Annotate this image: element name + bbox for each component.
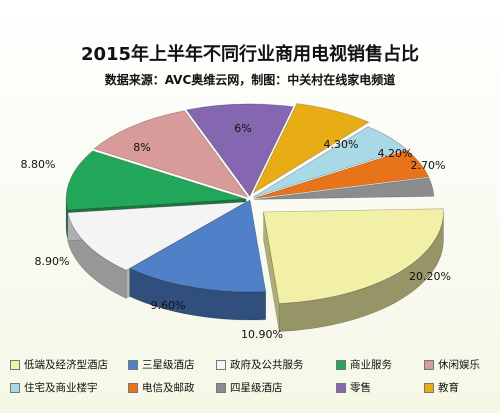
legend-label: 商业服务 bbox=[350, 359, 392, 371]
slice-label: 6% bbox=[234, 122, 251, 135]
pie-slice-10 bbox=[253, 177, 435, 200]
legend-swatch bbox=[424, 359, 434, 370]
legend-swatch bbox=[336, 359, 346, 370]
chart-legend: 低端及经济型酒店 三星级酒店 政府及公共服务 商业服务 休闲娱乐住宅及商业楼宇 电信及邮政… bbox=[10, 357, 490, 395]
legend-label: 三星级酒店 bbox=[142, 359, 195, 371]
legend-item: 电信及邮政 bbox=[128, 380, 216, 395]
pie-slice-5 bbox=[93, 110, 249, 198]
legend-swatch bbox=[216, 382, 226, 393]
legend-swatch bbox=[336, 382, 346, 393]
pie-slice-7 bbox=[252, 103, 370, 194]
legend-item: 住宅及商业楼宇 bbox=[10, 380, 128, 395]
legend-label: 住宅及商业楼宇 bbox=[24, 382, 98, 394]
legend-label: 低端及经济型酒店 bbox=[24, 359, 108, 371]
legend-swatch bbox=[128, 359, 138, 370]
legend-swatch bbox=[216, 359, 226, 370]
pie-slice-1 bbox=[263, 208, 444, 304]
pie-tops bbox=[65, 103, 444, 304]
slice-label: 8% bbox=[133, 141, 150, 154]
slice-label: 10.90% bbox=[241, 328, 283, 341]
legend-swatch bbox=[424, 382, 434, 393]
slice-label: 4.30% bbox=[324, 138, 359, 151]
slice-label: 4.20% bbox=[378, 147, 413, 160]
slice-label: 9.60% bbox=[151, 299, 186, 312]
legend-label: 教育 bbox=[438, 382, 459, 394]
pie-slice-8 bbox=[252, 126, 407, 198]
pie-slice-2 bbox=[128, 199, 267, 293]
slice-label: 20.20% bbox=[409, 270, 451, 283]
pie-slice-9 bbox=[253, 149, 430, 199]
slice-label: 2.70% bbox=[411, 159, 446, 172]
legend-label: 零售 bbox=[350, 382, 371, 394]
legend-swatch bbox=[10, 359, 20, 370]
legend-item: 商业服务 bbox=[336, 357, 424, 372]
legend-swatch bbox=[10, 382, 20, 393]
legend-item: 低端及经济型酒店 bbox=[10, 357, 128, 372]
slice-label: 8.80% bbox=[21, 158, 56, 171]
slice-label: 8.90% bbox=[35, 255, 70, 268]
pie-slice-3 bbox=[67, 201, 247, 271]
pie-slice-4 bbox=[65, 150, 247, 211]
pie-slice-6 bbox=[186, 103, 294, 197]
legend-item: 休闲娱乐 bbox=[424, 357, 490, 372]
legend-item: 政府及公共服务 bbox=[216, 357, 336, 372]
chart-title: 2015年上半年不同行业商用电视销售占比 bbox=[80, 44, 420, 65]
legend-item: 零售 bbox=[336, 380, 424, 395]
chart-subtitle: 数据来源：AVC奥维云网，制图：中关村在线家电频道 bbox=[104, 73, 396, 87]
legend-label: 政府及公共服务 bbox=[230, 359, 304, 371]
legend-label: 电信及邮政 bbox=[142, 382, 195, 394]
legend-label: 休闲娱乐 bbox=[438, 359, 480, 371]
legend-item: 四星级酒店 bbox=[216, 380, 336, 395]
pie-labels: 20.20% 10.90% 9.60% 8.90% 8.80% 8% 6% 4.30% 4.20… bbox=[21, 122, 451, 341]
legend-label: 四星级酒店 bbox=[230, 382, 283, 394]
legend-item: 教育 bbox=[424, 380, 490, 395]
legend-item: 三星级酒店 bbox=[128, 357, 216, 372]
pie-slice-side bbox=[67, 212, 127, 299]
legend-swatch bbox=[128, 382, 138, 393]
